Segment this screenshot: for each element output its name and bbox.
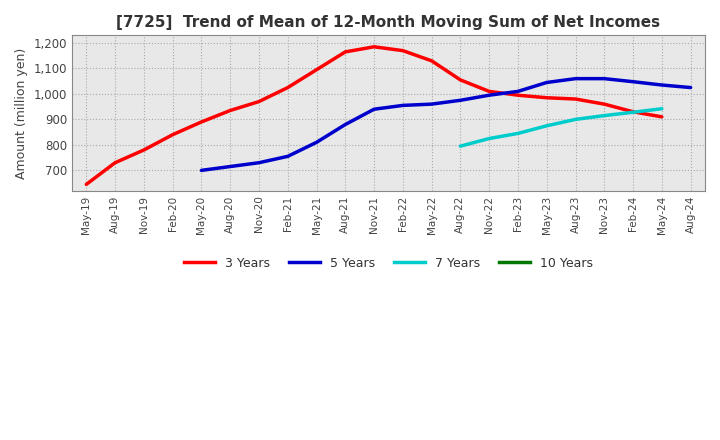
Title: [7725]  Trend of Mean of 12-Month Moving Sum of Net Incomes: [7725] Trend of Mean of 12-Month Moving … bbox=[117, 15, 660, 30]
Legend: 3 Years, 5 Years, 7 Years, 10 Years: 3 Years, 5 Years, 7 Years, 10 Years bbox=[179, 252, 598, 275]
Y-axis label: Amount (million yen): Amount (million yen) bbox=[15, 48, 28, 179]
